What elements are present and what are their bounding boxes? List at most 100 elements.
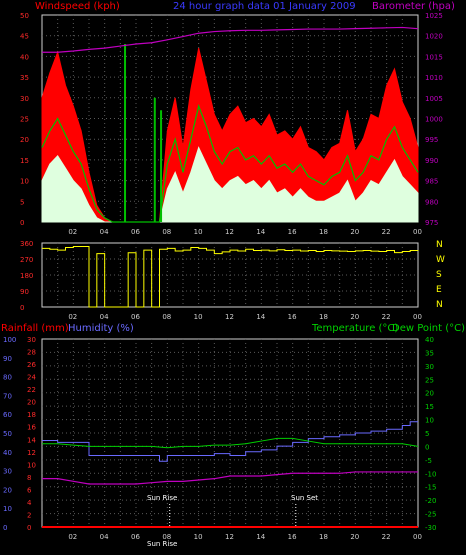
x-tick-label: 02 <box>68 533 77 541</box>
x-tick-label: 10 <box>194 228 203 236</box>
x-tick-label: 14 <box>256 533 265 541</box>
rainfall-axis-tick: 30 <box>27 336 36 344</box>
baro-axis-tick: 1025 <box>425 12 443 20</box>
rainfall-axis-tick: 26 <box>27 361 36 369</box>
humidity-axis-tick: 100 <box>3 336 16 344</box>
humidity-axis-tick: 70 <box>3 392 12 400</box>
x-tick-label: 14 <box>256 313 265 321</box>
rainfall-axis-tick: 18 <box>27 411 36 419</box>
x-tick-label: 04 <box>100 313 109 321</box>
rainfall-axis-tick: 6 <box>27 486 32 494</box>
direction-axis-tick: 0 <box>20 304 24 312</box>
direction-axis-tick: 90 <box>20 288 29 296</box>
x-tick-label: 02 <box>68 228 77 236</box>
sunrise-label: Sun Rise <box>147 494 177 502</box>
wind-axis-tick: 5 <box>20 198 24 206</box>
compass-letter: S <box>436 270 442 280</box>
dewpoint-series <box>42 471 418 485</box>
dewpoint-label: Dew Point (°C) <box>392 323 465 334</box>
x-tick-label: 20 <box>350 313 359 321</box>
rainfall-axis-tick: 28 <box>27 349 36 357</box>
x-tick-label: 02 <box>68 313 77 321</box>
wind-axis-tick: 20 <box>20 136 29 144</box>
temp-axis-tick: 15 <box>425 403 434 411</box>
wind-direction-series <box>42 246 419 308</box>
temp-axis-tick: -10 <box>425 470 436 478</box>
humidity-axis-tick: 60 <box>3 411 12 419</box>
x-tick-label: 20 <box>350 228 359 236</box>
wind-axis-tick: 50 <box>20 12 29 20</box>
x-tick-label: 22 <box>382 228 391 236</box>
x-tick-label: 08 <box>162 228 171 236</box>
direction-axis-tick: 270 <box>20 256 33 264</box>
temp-axis-tick: 20 <box>425 390 434 398</box>
temp-axis-tick: 40 <box>425 336 434 344</box>
sunrise-axis-label: Sun Rise <box>147 540 177 548</box>
humidity-axis-tick: 80 <box>3 374 12 382</box>
wind-axis-tick: 15 <box>20 157 29 165</box>
rainfall-axis-tick: 10 <box>27 461 36 469</box>
compass-letter: N <box>436 300 443 310</box>
x-tick-label: 18 <box>319 313 328 321</box>
baro-axis-tick: 1015 <box>425 53 443 61</box>
barometer-series <box>42 26 419 53</box>
compass-letter: W <box>436 255 445 265</box>
humidity-axis-tick: 50 <box>3 430 12 438</box>
wind-axis-tick: 35 <box>20 74 29 82</box>
wind-axis-tick: 0 <box>20 219 24 227</box>
humidity-axis-tick: 0 <box>3 524 7 532</box>
baro-axis-tick: 975 <box>425 219 438 227</box>
rainfall-axis-tick: 4 <box>27 499 32 507</box>
x-tick-label: 08 <box>162 313 171 321</box>
x-tick-label: 22 <box>382 533 391 541</box>
temp-axis-tick: -15 <box>425 484 436 492</box>
compass-letter: N <box>436 240 443 250</box>
compass-letter: E <box>436 285 442 295</box>
x-tick-label: 10 <box>194 533 203 541</box>
x-tick-label: 06 <box>131 313 140 321</box>
temperature-label: Temperature (°C) <box>311 323 398 334</box>
x-tick-label: 00 <box>413 313 422 321</box>
temp-axis-tick: 10 <box>425 417 434 425</box>
x-tick-label: 10 <box>194 313 203 321</box>
x-tick-label: 22 <box>382 313 391 321</box>
x-tick-label: 12 <box>225 533 234 541</box>
temp-humidity-panel: 02 04 06 08 10 12 14 16 18 20 22 000102030405060708… <box>3 336 436 541</box>
x-tick-label: 16 <box>288 228 297 236</box>
baro-axis-tick: 980 <box>425 198 438 206</box>
humidity-axis-tick: 40 <box>3 449 12 457</box>
x-tick-label: 18 <box>319 533 328 541</box>
direction-axis-tick: 180 <box>20 272 33 280</box>
baro-axis-tick: 1005 <box>425 95 443 103</box>
graph-date-title: 24 hour graph data 01 January 2009 <box>173 1 356 12</box>
x-tick-label: 00 <box>413 228 422 236</box>
rainfall-axis-tick: 8 <box>27 474 31 482</box>
temp-axis-tick: -5 <box>425 457 432 465</box>
wind-average-series <box>41 104 419 223</box>
humidity-series <box>42 421 418 462</box>
rainfall-axis-tick: 16 <box>27 424 36 432</box>
x-tick-label: 06 <box>131 228 140 236</box>
x-tick-label: 00 <box>413 533 422 541</box>
wind-axis-tick: 25 <box>20 116 29 124</box>
windspeed-label: Windspeed (kph) <box>35 1 120 12</box>
humidity-axis-tick: 30 <box>3 468 12 476</box>
wind-axis-tick: 45 <box>20 33 29 41</box>
humidity-axis-tick: 10 <box>3 505 12 513</box>
x-tick-label: 20 <box>350 533 359 541</box>
x-tick-label: 08 <box>162 533 171 541</box>
x-tick-label: 14 <box>256 228 265 236</box>
baro-axis-tick: 1010 <box>425 74 443 82</box>
direction-axis-tick: 360 <box>20 240 33 248</box>
wind-gust-series <box>41 48 419 223</box>
temp-axis-tick: 5 <box>425 430 429 438</box>
temperature-series <box>42 437 419 449</box>
humidity-label: Humidity (%) <box>68 323 134 334</box>
temp-axis-tick: 25 <box>425 376 434 384</box>
wind-baro-panel: 02 04 06 08 10 12 14 16 18 20 22 000510152025303540… <box>20 12 443 236</box>
temp-axis-tick: 30 <box>425 363 434 371</box>
rainfall-axis-tick: 12 <box>27 449 36 457</box>
wind-axis-tick: 30 <box>20 95 29 103</box>
baro-axis-tick: 1020 <box>425 33 443 41</box>
